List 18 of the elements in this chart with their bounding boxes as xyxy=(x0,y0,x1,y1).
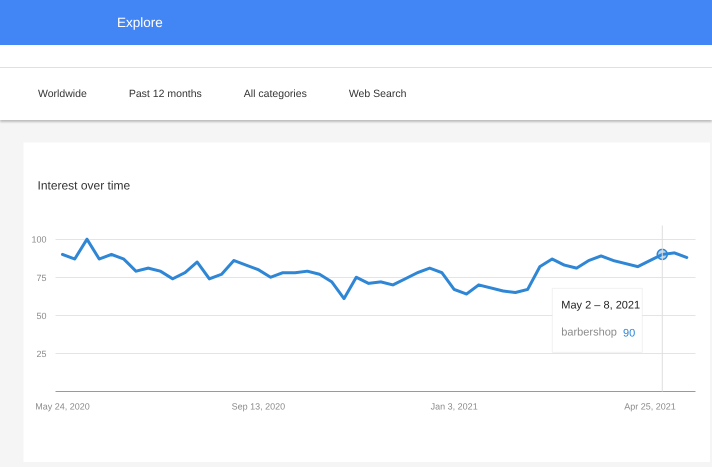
x-tick-label: Jan 3, 2021 xyxy=(430,402,478,412)
annotation: May 2 – 8, 2021 xyxy=(561,299,640,312)
text: All categories xyxy=(244,87,307,102)
line-series xyxy=(60,238,688,300)
text: Explore xyxy=(0,0,712,45)
annotation: 90 xyxy=(623,327,636,340)
text: Worldwide xyxy=(38,87,87,102)
text: Past 12 months xyxy=(128,87,202,102)
y-tick-label: 50 xyxy=(36,310,47,321)
x-tick-label: May 24, 2020 xyxy=(35,402,90,412)
chart-title: Interest over time xyxy=(38,178,131,192)
text: barbershop xyxy=(561,326,617,338)
y-tick-label: 100 xyxy=(31,234,47,245)
y-tick-label: 75 xyxy=(36,272,47,283)
x-tick-label: Sep 13, 2020 xyxy=(232,402,286,412)
text: Web Search xyxy=(348,87,406,102)
x-tick-label: Apr 25, 2021 xyxy=(624,402,676,412)
y-tick-label: 25 xyxy=(36,348,47,359)
